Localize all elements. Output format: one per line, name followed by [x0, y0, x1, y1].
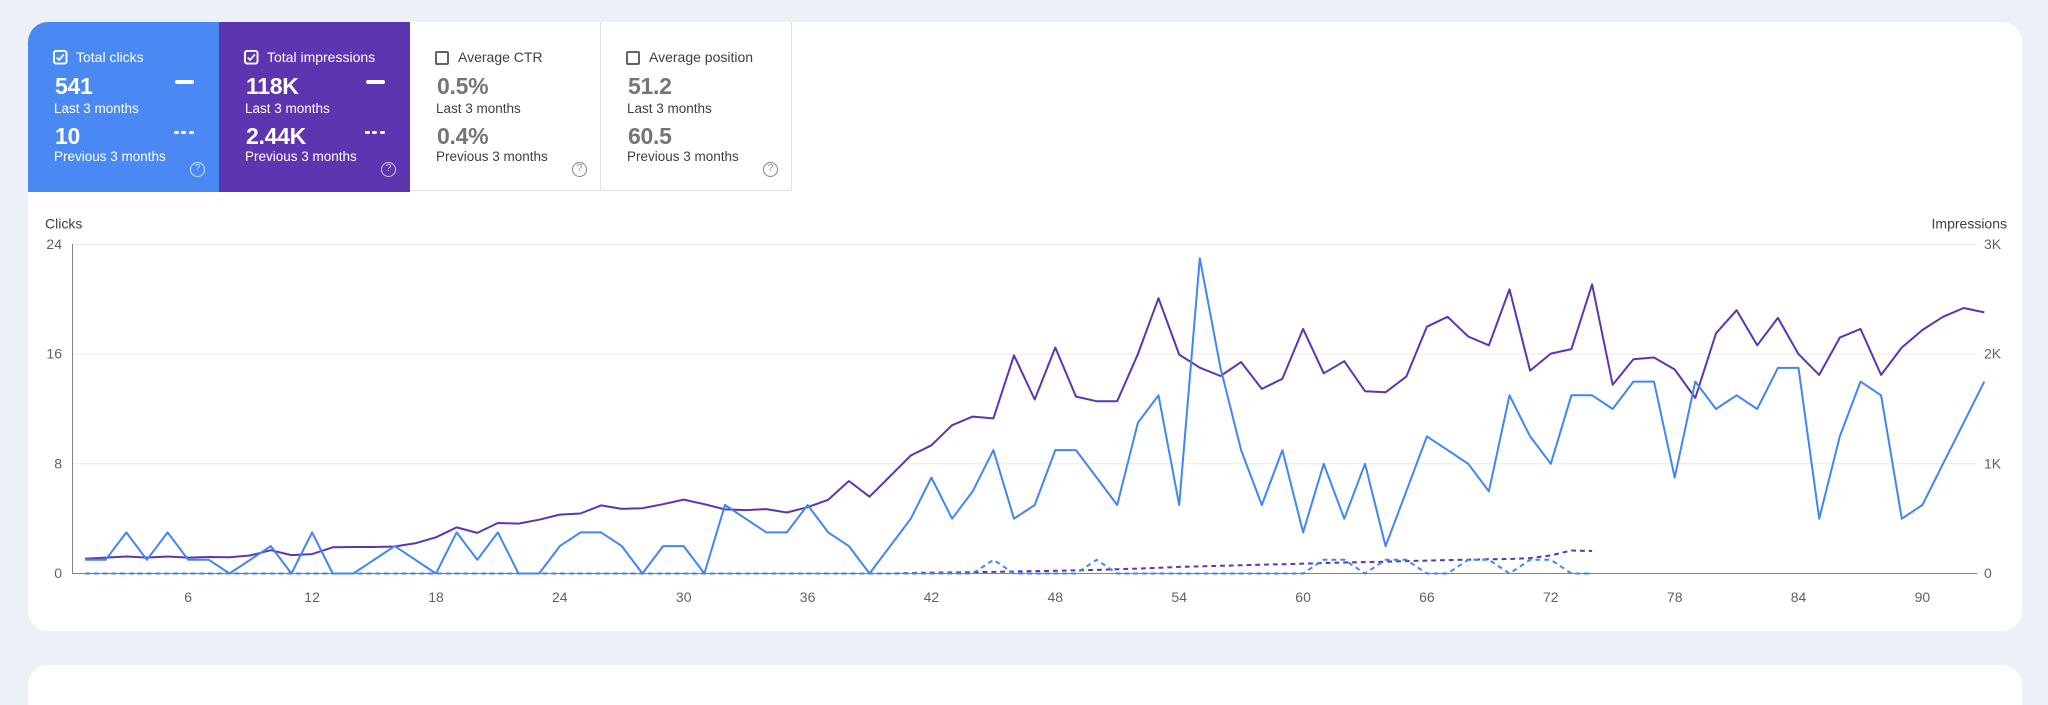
svg-text:24: 24	[46, 236, 62, 252]
svg-text:16: 16	[46, 346, 62, 362]
svg-text:60: 60	[1295, 589, 1311, 605]
svg-text:6: 6	[184, 589, 192, 605]
svg-text:0: 0	[54, 565, 62, 581]
svg-text:3K: 3K	[1984, 236, 2002, 252]
svg-text:1K: 1K	[1984, 455, 2002, 471]
svg-text:24: 24	[552, 589, 568, 605]
svg-text:78: 78	[1667, 589, 1683, 605]
svg-text:Impressions: Impressions	[1932, 216, 2007, 232]
svg-text:48: 48	[1048, 589, 1064, 605]
svg-text:Clicks: Clicks	[45, 216, 82, 232]
svg-text:72: 72	[1543, 589, 1559, 605]
svg-text:2K: 2K	[1984, 346, 2002, 362]
svg-text:84: 84	[1791, 589, 1807, 605]
svg-text:54: 54	[1171, 589, 1187, 605]
svg-text:36: 36	[800, 589, 816, 605]
svg-text:8: 8	[54, 455, 62, 471]
svg-text:12: 12	[304, 589, 320, 605]
svg-text:66: 66	[1419, 589, 1435, 605]
svg-text:90: 90	[1915, 589, 1931, 605]
svg-text:42: 42	[924, 589, 940, 605]
svg-text:0: 0	[1984, 565, 1992, 581]
svg-text:18: 18	[428, 589, 444, 605]
svg-text:30: 30	[676, 589, 692, 605]
